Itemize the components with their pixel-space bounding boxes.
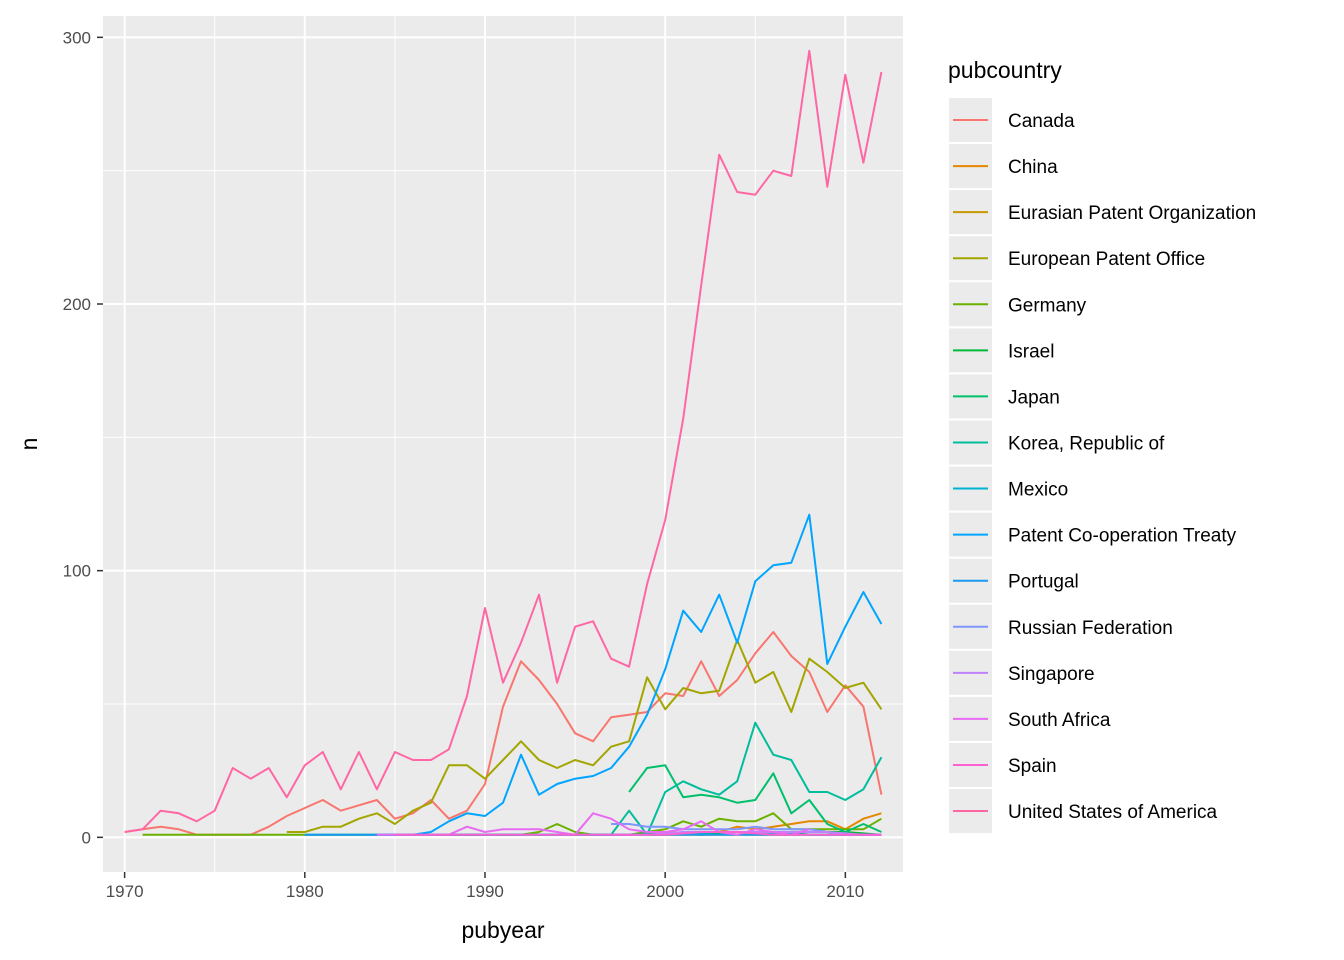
legend-label: Israel	[1008, 341, 1054, 362]
x-tick-label: 1970	[106, 882, 144, 901]
plot-panel	[103, 16, 903, 872]
legend-label: China	[1008, 157, 1058, 178]
legend-items: Canada China Eurasian Patent Organization E…	[949, 98, 1256, 833]
y-axis: 0 100 200 300	[63, 28, 103, 847]
x-tick-label: 2000	[646, 882, 684, 901]
legend-item: Singapore	[949, 651, 1095, 695]
legend-item: Korea, Republic of	[949, 420, 1165, 464]
y-tick-label: 0	[82, 828, 91, 847]
legend-label: Singapore	[1008, 664, 1095, 685]
y-tick-label: 100	[63, 562, 91, 581]
legend-item: Spain	[949, 743, 1057, 787]
x-tick-label: 1990	[466, 882, 504, 901]
legend-item: Patent Co-operation Treaty	[949, 513, 1237, 557]
legend-label: Korea, Republic of	[1008, 433, 1165, 454]
legend-label: Germany	[1008, 295, 1087, 316]
y-tick-label: 300	[63, 28, 91, 47]
legend-item: Eurasian Patent Organization	[949, 190, 1256, 234]
legend-label: European Patent Office	[1008, 249, 1205, 270]
legend-item: Germany	[949, 282, 1087, 326]
y-axis-title: n	[16, 438, 42, 451]
legend-label: Canada	[1008, 111, 1075, 132]
legend-item: European Patent Office	[949, 236, 1205, 280]
legend-label: Russian Federation	[1008, 618, 1173, 639]
x-tick-label: 2010	[826, 882, 864, 901]
legend-item: Russian Federation	[949, 605, 1173, 649]
x-axis: 1970 1980 1990 2000 2010	[106, 872, 865, 901]
legend-label: Spain	[1008, 756, 1057, 777]
legend-title: pubcountry	[948, 57, 1062, 83]
x-axis-title: pubyear	[461, 917, 544, 943]
legend-label: United States of America	[1008, 802, 1218, 823]
legend: pubcountry Canada China Eurasian Patent Or…	[948, 57, 1256, 833]
legend-item: China	[949, 144, 1058, 188]
legend-label: Patent Co-operation Treaty	[1008, 526, 1237, 547]
legend-item: Portugal	[949, 559, 1079, 603]
legend-item: Canada	[949, 98, 1075, 142]
legend-label: Eurasian Patent Organization	[1008, 203, 1256, 224]
legend-item: Japan	[949, 374, 1060, 418]
legend-item: South Africa	[949, 697, 1111, 741]
legend-label: South Africa	[1008, 710, 1111, 731]
legend-label: Portugal	[1008, 572, 1079, 593]
legend-label: Mexico	[1008, 480, 1068, 501]
x-tick-label: 1980	[286, 882, 324, 901]
legend-item: Israel	[949, 328, 1054, 372]
y-tick-label: 200	[63, 295, 91, 314]
legend-label: Japan	[1008, 387, 1060, 408]
legend-item: Mexico	[949, 467, 1068, 511]
legend-item: United States of America	[949, 789, 1218, 833]
